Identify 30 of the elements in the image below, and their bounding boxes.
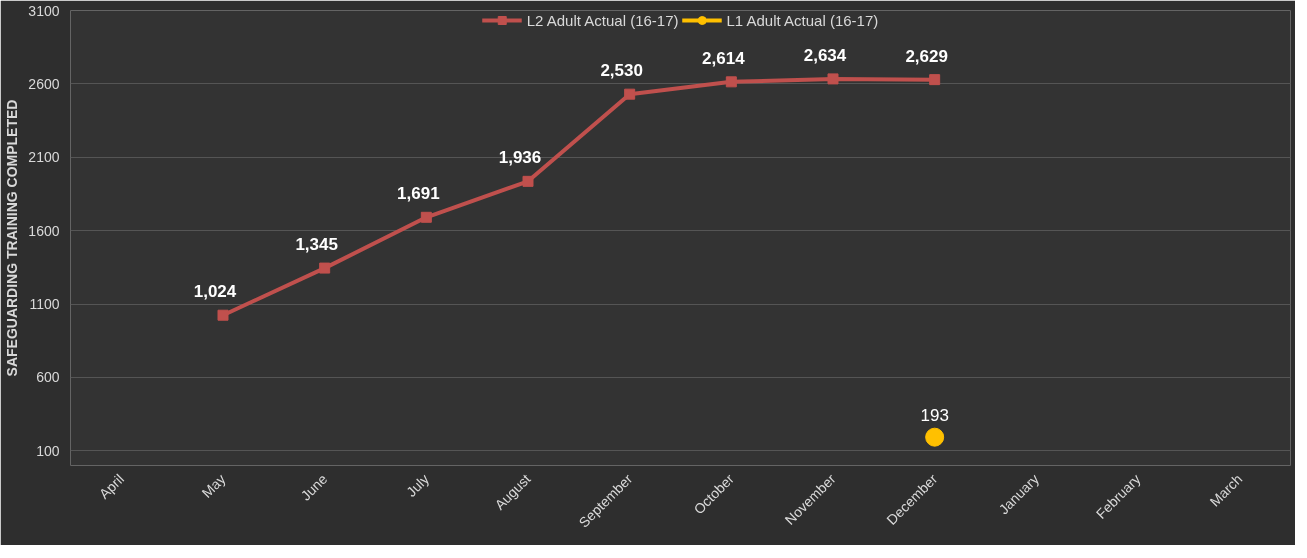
point [624, 88, 636, 100]
y-tick-label: 2600 [28, 75, 60, 92]
point [725, 76, 737, 88]
point [420, 211, 432, 223]
y-tick-label: 2100 [28, 149, 60, 166]
point [217, 309, 229, 321]
y-tick-label: 100 [36, 442, 60, 459]
data-label: 1,691 [397, 184, 440, 204]
point [925, 427, 945, 447]
point [827, 73, 839, 85]
point [522, 175, 534, 187]
data-label: 2,614 [702, 48, 746, 68]
y-axis-title: SAFEGUARDING TRAINING COMPLETED [4, 99, 21, 377]
data-label: 2,634 [803, 45, 847, 65]
x-tick-label: July [403, 470, 432, 500]
x-tick-label: May [198, 470, 229, 501]
data-label: 1,936 [498, 148, 542, 168]
data-label: 1,345 [295, 235, 338, 255]
y-tick-label: 1600 [28, 222, 60, 239]
y-tick-label: 600 [36, 369, 60, 386]
legend-label: L1 Adult Actual (16-17) [726, 11, 879, 29]
data-label: 2,530 [600, 61, 643, 81]
data-label: 2,629 [905, 46, 948, 66]
point [929, 74, 941, 86]
y-tick-label: 3100 [28, 2, 60, 19]
point [319, 262, 331, 274]
data-label: 193 [920, 406, 949, 426]
data-label: 1,024 [193, 282, 237, 302]
y-tick-label: 1100 [29, 296, 60, 313]
legend-label: L2 Adult Actual (16-17) [526, 11, 679, 29]
